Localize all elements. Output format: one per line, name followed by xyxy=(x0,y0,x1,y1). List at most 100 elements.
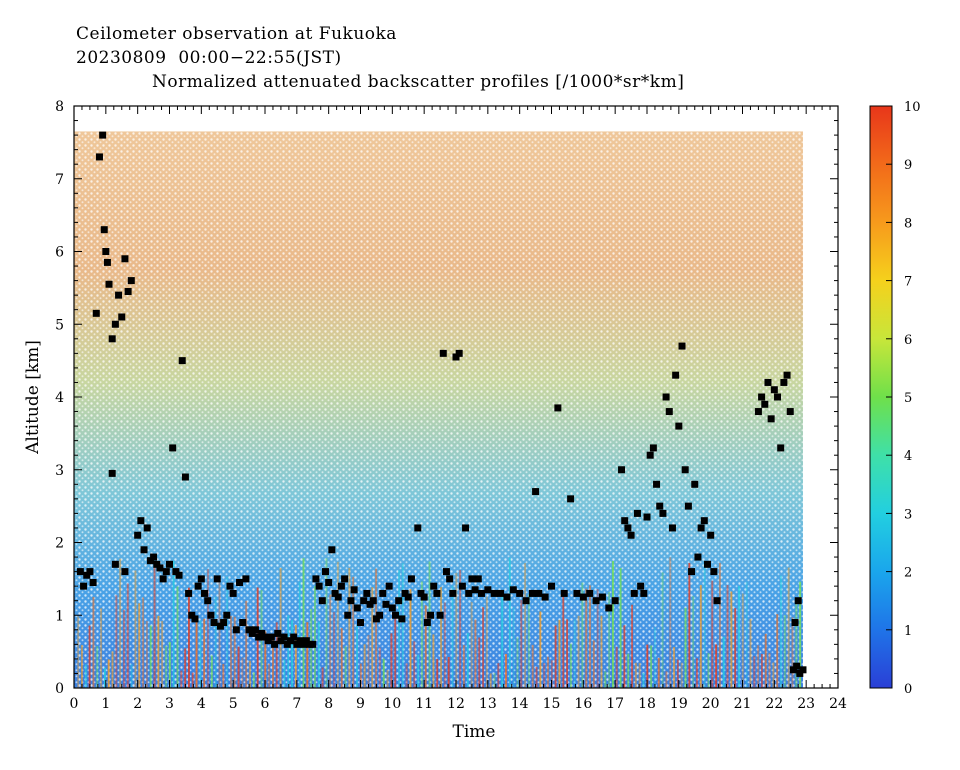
x-tick-label: 10 xyxy=(383,696,401,712)
cloud-base-point xyxy=(395,597,403,605)
backscatter-streak xyxy=(195,622,198,688)
cloud-base-point xyxy=(691,480,699,488)
plot-area xyxy=(74,131,803,688)
cloud-base-point xyxy=(207,611,215,619)
cloud-base-point xyxy=(458,582,466,590)
backscatter-streak xyxy=(229,615,232,688)
cloud-base-point xyxy=(449,589,457,597)
cloud-base-point xyxy=(640,589,648,597)
x-tick-label: 5 xyxy=(229,696,238,712)
cloud-base-point xyxy=(611,597,619,605)
backscatter-streak xyxy=(375,568,378,688)
backscatter-streak xyxy=(696,658,698,688)
backscatter-streak xyxy=(310,608,313,688)
cloud-base-point xyxy=(643,513,651,521)
backscatter-streak xyxy=(611,561,614,688)
cloud-base-point xyxy=(220,619,228,627)
backscatter-streak xyxy=(581,582,584,688)
backscatter-streak xyxy=(585,588,588,688)
backscatter-streak xyxy=(168,641,171,688)
y-tick-label: 5 xyxy=(55,317,64,333)
backscatter-streak xyxy=(558,619,561,688)
cloud-base-point xyxy=(83,571,91,579)
cloud-base-point xyxy=(363,589,371,597)
backscatter-streak xyxy=(218,576,221,688)
y-tick-label: 4 xyxy=(55,390,64,406)
backscatter-streak xyxy=(489,673,492,688)
colorbar-tick-label: 6 xyxy=(904,333,912,348)
cloud-base-point xyxy=(100,226,108,234)
cloud-base-point xyxy=(357,619,364,627)
backscatter-streak xyxy=(608,591,611,688)
backscatter-streak xyxy=(722,636,725,688)
backscatter-streak xyxy=(512,607,515,688)
backscatter-streak xyxy=(638,662,641,688)
cloud-base-point xyxy=(579,593,587,601)
colorbar-tick-label: 1 xyxy=(904,624,912,639)
backscatter-streak xyxy=(619,567,622,688)
y-tick-label: 3 xyxy=(55,463,64,479)
backscatter-streak xyxy=(493,673,496,688)
cloud-base-point xyxy=(118,313,126,321)
cloud-base-point xyxy=(379,589,387,597)
backscatter-streak xyxy=(264,631,267,688)
cloud-base-point xyxy=(328,546,336,554)
backscatter-streak xyxy=(738,586,740,688)
backscatter-streak xyxy=(401,563,404,688)
backscatter-streak xyxy=(673,647,676,688)
cloud-base-point xyxy=(299,640,307,648)
cloud-base-point xyxy=(162,568,170,576)
cloud-base-point xyxy=(175,571,183,579)
backscatter-streak xyxy=(589,585,591,688)
cloud-base-point xyxy=(646,451,654,459)
y-tick-label: 6 xyxy=(55,245,64,261)
cloud-base-point xyxy=(490,589,498,597)
backscatter-streak xyxy=(107,659,110,688)
cloud-base-point xyxy=(436,611,444,619)
colorbar-tick-label: 5 xyxy=(904,391,912,406)
backscatter-streak xyxy=(780,575,782,688)
backscatter-streak xyxy=(199,620,202,688)
backscatter-streak xyxy=(623,625,626,688)
backscatter-streak xyxy=(527,594,530,688)
cloud-base-point xyxy=(681,466,689,474)
cloud-base-point xyxy=(497,589,505,597)
backscatter-streak xyxy=(508,557,511,688)
backscatter-streak xyxy=(321,667,324,688)
cloud-base-point xyxy=(430,582,438,590)
chart-title: Ceilometer observation at Fukuoka xyxy=(76,24,397,44)
cloud-base-point xyxy=(210,619,218,627)
cloud-base-point xyxy=(121,568,129,576)
cloud-base-point xyxy=(659,509,667,517)
cloud-base-point xyxy=(694,553,702,561)
cloud-base-point xyxy=(382,600,390,608)
cloud-base-point xyxy=(516,589,524,597)
backscatter-streak xyxy=(596,589,599,688)
backscatter-streak xyxy=(692,595,695,688)
backscatter-streak xyxy=(287,615,290,688)
backscatter-streak xyxy=(187,587,190,688)
x-tick-label: 0 xyxy=(70,696,79,712)
cloud-base-point xyxy=(388,604,396,612)
cloud-base-point xyxy=(793,662,801,670)
cloud-base-point xyxy=(258,629,266,637)
cloud-base-point xyxy=(468,575,476,583)
cloud-base-point xyxy=(280,633,288,641)
backscatter-streak xyxy=(482,607,485,688)
backscatter-streak xyxy=(634,662,637,688)
backscatter-streak xyxy=(302,558,305,688)
x-tick-label: 12 xyxy=(447,696,465,712)
y-tick-label: 7 xyxy=(55,172,64,188)
backscatter-streak xyxy=(356,624,358,688)
cloud-base-point xyxy=(318,597,326,605)
backscatter-streak xyxy=(382,658,385,688)
cloud-base-point xyxy=(325,579,333,587)
backscatter-streak xyxy=(783,615,786,688)
backscatter-streak xyxy=(413,641,416,688)
backscatter-streak xyxy=(760,653,763,688)
backscatter-streak xyxy=(84,664,87,688)
cloud-base-point xyxy=(204,597,212,605)
cloud-base-point xyxy=(344,611,352,619)
cloud-base-point xyxy=(637,582,645,590)
cloud-base-point xyxy=(347,597,355,605)
